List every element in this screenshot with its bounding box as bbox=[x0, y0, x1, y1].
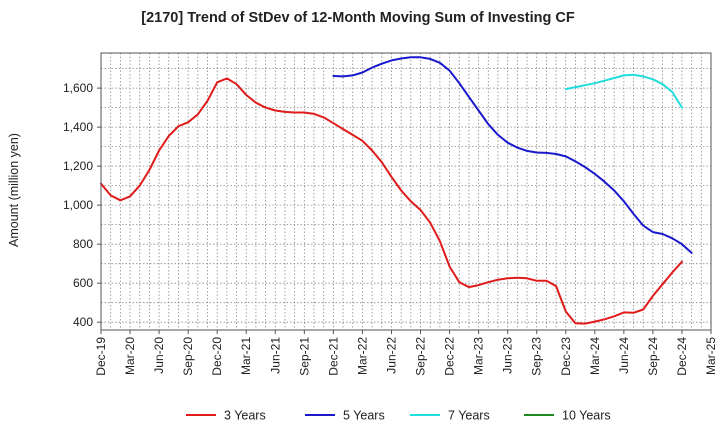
y-tick-label: 1,200 bbox=[63, 159, 93, 173]
y-tick-label: 1,400 bbox=[63, 120, 93, 134]
series-line-7-years bbox=[564, 73, 683, 109]
x-tick-label: Mar-23 bbox=[472, 337, 486, 375]
y-tick-label: 600 bbox=[73, 276, 93, 290]
x-tick-label: Jun-23 bbox=[501, 337, 515, 374]
plot-frame bbox=[100, 52, 712, 331]
x-tick-label: Sep-22 bbox=[414, 337, 428, 376]
x-tick-label: Dec-20 bbox=[210, 337, 224, 376]
legend-label: 7 Years bbox=[448, 409, 490, 423]
grid bbox=[101, 53, 711, 330]
x-tick-label: Dec-21 bbox=[326, 337, 340, 376]
chart-title: [2170] Trend of StDev of 12-Month Moving… bbox=[141, 10, 575, 26]
x-tick-label: Jun-21 bbox=[268, 337, 282, 374]
x-tick-label: Jun-24 bbox=[617, 337, 631, 374]
x-tick-label: Sep-21 bbox=[297, 337, 311, 376]
series-line-3-years bbox=[100, 77, 683, 325]
y-axis-label: Amount (million yen) bbox=[7, 133, 21, 247]
x-axis-ticks: Dec-19 Mar-20 Jun-20 Sep-20 Dec-20 Mar-21 Jun-… bbox=[94, 330, 718, 376]
x-tick-label: Mar-24 bbox=[588, 337, 602, 375]
x-tick-label: Dec-23 bbox=[559, 337, 573, 376]
x-tick-label: Mar-20 bbox=[123, 337, 137, 375]
x-tick-label: Dec-22 bbox=[443, 337, 457, 376]
legend-label: 10 Years bbox=[562, 409, 611, 423]
x-tick-label: Jun-22 bbox=[384, 337, 398, 374]
y-tick-label: 400 bbox=[73, 315, 93, 329]
x-tick-label: Dec-24 bbox=[675, 337, 689, 376]
x-tick-label: Sep-23 bbox=[530, 337, 544, 376]
y-axis-ticks: 400 600 800 1,000 1,200 1,400 1,600 bbox=[63, 81, 101, 329]
legend-label: 5 Years bbox=[343, 409, 385, 423]
y-tick-label: 800 bbox=[73, 237, 93, 251]
x-tick-label: Mar-25 bbox=[704, 337, 718, 375]
series-line-5-years bbox=[332, 56, 693, 254]
x-tick-label: Sep-24 bbox=[646, 337, 660, 376]
y-tick-label: 1,600 bbox=[63, 81, 93, 95]
x-tick-label: Dec-19 bbox=[94, 337, 108, 376]
y-tick-label: 1,000 bbox=[63, 198, 93, 212]
legend-label: 3 Years bbox=[224, 409, 266, 423]
legend: 3 Years 5 Years 7 Years 10 Years bbox=[186, 409, 611, 423]
x-tick-label: Sep-20 bbox=[181, 337, 195, 376]
x-tick-label: Mar-22 bbox=[355, 337, 369, 375]
series-lines bbox=[100, 56, 693, 325]
x-tick-label: Jun-20 bbox=[152, 337, 166, 374]
x-tick-label: Mar-21 bbox=[239, 337, 253, 375]
